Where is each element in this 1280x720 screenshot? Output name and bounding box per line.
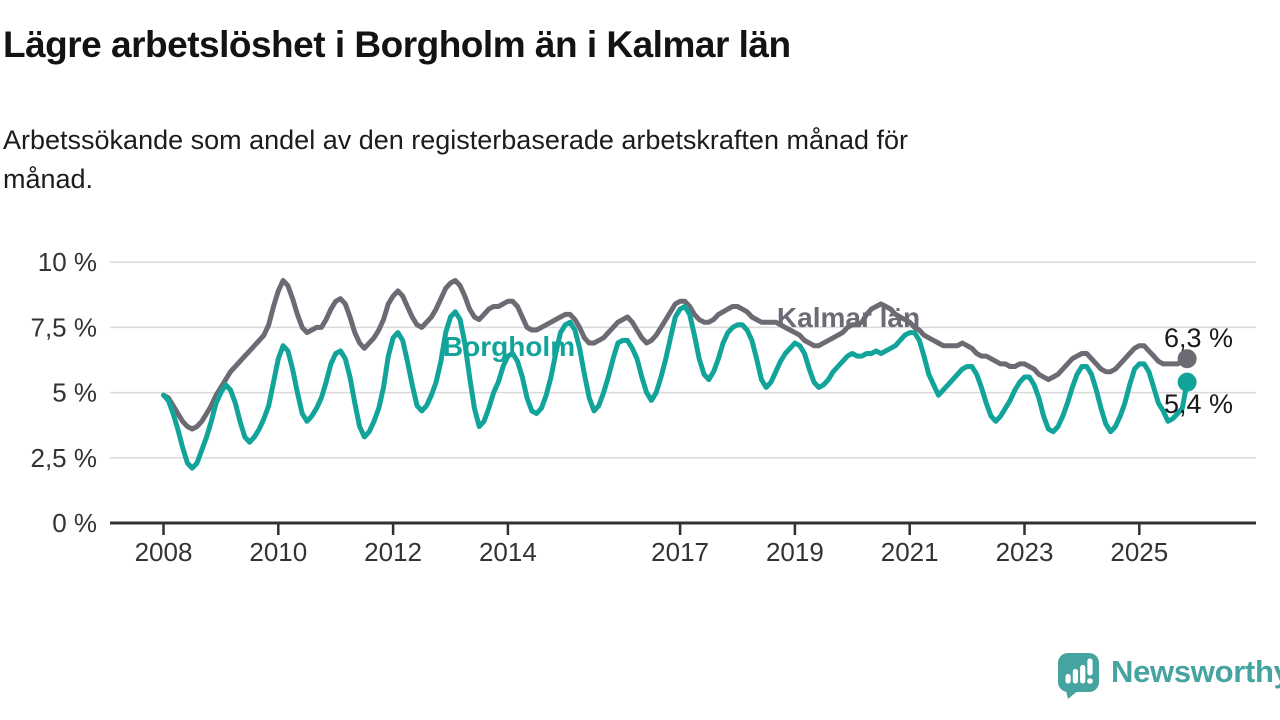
newsworthy-logo-icon: [1058, 653, 1099, 699]
subtitle-line-1: Arbetssökande som andel av den registerb…: [3, 125, 909, 155]
y-tick-label: 5 %: [52, 378, 97, 408]
y-tick-label: 7,5 %: [31, 312, 98, 342]
end-value-label-kalmar-lan: 6,3 %: [1164, 323, 1234, 353]
series-label-borgholm: Borgholm: [442, 331, 576, 362]
x-tick-label: 2025: [1110, 537, 1168, 567]
page-title: Lägre arbetslöshet i Borgholm än i Kalma…: [3, 24, 791, 65]
x-tick-label: 2008: [135, 537, 193, 567]
x-tick-label: 2012: [364, 537, 422, 567]
kalmar-lan-line: [161, 278, 1190, 432]
y-tick-label: 2,5 %: [31, 443, 98, 473]
newsworthy-logo: Newsworthy: [1057, 652, 1280, 701]
x-tick-label: 2017: [651, 537, 709, 567]
borgholm-end-dot: [1177, 372, 1197, 392]
kalmar-lan-end-dot: [1177, 349, 1197, 369]
y-tick-label: 10 %: [38, 247, 97, 277]
subtitle-line-2: månad.: [3, 164, 94, 194]
x-tick-label: 2023: [996, 537, 1054, 567]
x-tick-label: 2021: [881, 537, 939, 567]
end-value-label-borgholm: 5,4 %: [1164, 389, 1234, 419]
newsworthy-logo-text: Newsworthy: [1111, 654, 1280, 689]
x-tick-label: 2014: [479, 537, 537, 567]
series-label-kalmar-lan: Kalmar län: [776, 302, 921, 333]
y-tick-label: 0 %: [52, 508, 97, 538]
borgholm-line: [161, 304, 1190, 471]
x-tick-label: 2019: [766, 537, 824, 567]
chart-subtitle: Arbetssökande som andel av den registerb…: [3, 121, 908, 199]
x-tick-label: 2010: [249, 537, 307, 567]
